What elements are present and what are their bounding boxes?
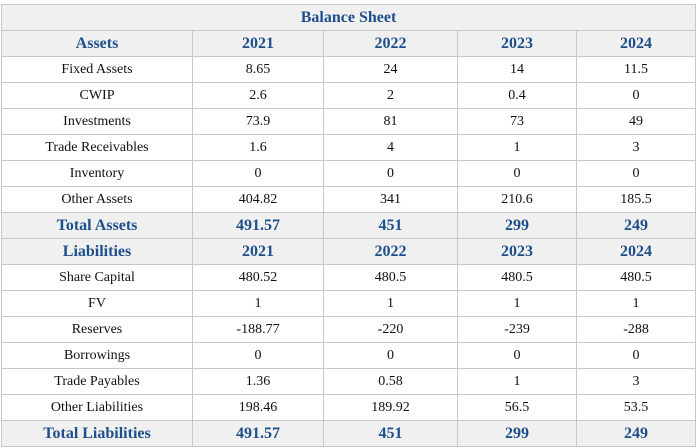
table-cell: 210.6: [457, 186, 577, 213]
table-cell: 0.58: [323, 368, 458, 395]
table-cell: 0: [192, 160, 324, 187]
liabilities-total-row: Total Liabilities 491.57 451 299 249: [1, 420, 696, 447]
table-cell: 0: [575, 160, 696, 187]
row-label: Trade Receivables: [1, 134, 193, 161]
table-cell: 451: [323, 420, 458, 447]
row-label: Other Assets: [1, 186, 193, 213]
table-cell: 49: [575, 108, 696, 135]
assets-row: Trade Receivables 1.6 4 1 3: [1, 134, 696, 161]
table-cell: 404.82: [192, 186, 324, 213]
assets-row: Other Assets 404.82 341 210.6 185.5: [1, 186, 696, 213]
table-cell: 491.57: [192, 420, 324, 447]
table-cell: 2024: [575, 238, 696, 265]
table-cell: 491.57: [192, 212, 324, 239]
table-cell: 2023: [457, 238, 577, 265]
table-cell: 11.5: [575, 56, 696, 83]
table-title-row: Balance Sheet: [0, 4, 696, 31]
row-label: Total Assets: [1, 212, 193, 239]
table-cell: 1: [323, 290, 458, 317]
row-label: FV: [1, 290, 193, 317]
table-cell: 341: [323, 186, 458, 213]
liabilities-row: Trade Payables 1.36 0.58 1 3: [1, 368, 696, 395]
liabilities-row: FV 1 1 1 1: [1, 290, 696, 317]
table-cell: 0: [575, 82, 696, 109]
table-cell: 480.5: [457, 264, 577, 291]
table-cell: 1: [457, 368, 577, 395]
assets-row: Investments 73.9 81 73 49: [1, 108, 696, 135]
table-cell: 2024: [575, 30, 696, 57]
table-cell: 0: [575, 342, 696, 369]
row-label: Fixed Assets: [1, 56, 193, 83]
table-cell: 189.92: [323, 394, 458, 421]
table-cell: 480.52: [192, 264, 324, 291]
table-cell: 480.5: [323, 264, 458, 291]
table-cell: 14: [457, 56, 577, 83]
table-cell: 1.6: [192, 134, 324, 161]
table-cell: 8.65: [192, 56, 324, 83]
table-cell: 3: [575, 368, 696, 395]
table-cell: 2022: [323, 30, 458, 57]
row-label: Trade Payables: [1, 368, 193, 395]
table-cell: 2.6: [192, 82, 324, 109]
table-cell: 3: [575, 134, 696, 161]
table-cell: -188.77: [192, 316, 324, 343]
liabilities-row: Reserves -188.77 -220 -239 -288: [1, 316, 696, 343]
table-title: Balance Sheet: [0, 4, 696, 31]
table-cell: 1: [457, 290, 577, 317]
assets-total-row: Total Assets 491.57 451 299 249: [1, 212, 696, 239]
row-label: Total Liabilities: [1, 420, 193, 447]
table-cell: 1: [192, 290, 324, 317]
table-cell: 299: [457, 212, 577, 239]
table-cell: 1: [457, 134, 577, 161]
table-cell: 2021: [192, 238, 324, 265]
row-label: Liabilities: [1, 238, 193, 265]
row-label: Assets: [1, 30, 193, 57]
table-cell: 1.36: [192, 368, 324, 395]
table-cell: 56.5: [457, 394, 577, 421]
table-cell: 185.5: [575, 186, 696, 213]
table-cell: 81: [323, 108, 458, 135]
table-cell: 451: [323, 212, 458, 239]
liabilities-row: Borrowings 0 0 0 0: [1, 342, 696, 369]
balance-sheet-table: Balance Sheet Assets 2021 2022 2023 2024 Fixe…: [0, 4, 696, 447]
table-cell: 0.4: [457, 82, 577, 109]
table-cell: 53.5: [575, 394, 696, 421]
table-cell: 2021: [192, 30, 324, 57]
table-cell: 2: [323, 82, 458, 109]
table-cell: 2023: [457, 30, 577, 57]
table-cell: 0: [457, 160, 577, 187]
table-cell: 24: [323, 56, 458, 83]
assets-header-row: Assets 2021 2022 2023 2024: [1, 30, 696, 57]
table-cell: 73.9: [192, 108, 324, 135]
table-cell: 0: [457, 342, 577, 369]
assets-row: Fixed Assets 8.65 24 14 11.5: [1, 56, 696, 83]
assets-row: Inventory 0 0 0 0: [1, 160, 696, 187]
row-label: Reserves: [1, 316, 193, 343]
liabilities-row: Share Capital 480.52 480.5 480.5 480.5: [1, 264, 696, 291]
table-cell: 2022: [323, 238, 458, 265]
table-cell: 1: [575, 290, 696, 317]
table-cell: 249: [575, 212, 696, 239]
table-cell: 0: [323, 342, 458, 369]
table-cell: 0: [323, 160, 458, 187]
row-label: Inventory: [1, 160, 193, 187]
table-cell: -288: [575, 316, 696, 343]
table-cell: 249: [575, 420, 696, 447]
table-cell: 480.5: [575, 264, 696, 291]
assets-row: CWIP 2.6 2 0.4 0: [1, 82, 696, 109]
row-label: Other Liabilities: [1, 394, 193, 421]
table-cell: 0: [192, 342, 324, 369]
table-cell: 4: [323, 134, 458, 161]
row-label: Share Capital: [1, 264, 193, 291]
liabilities-row: Other Liabilities 198.46 189.92 56.5 53.5: [1, 394, 696, 421]
row-label: CWIP: [1, 82, 193, 109]
liabilities-header-row: Liabilities 2021 2022 2023 2024: [1, 238, 696, 265]
table-cell: -220: [323, 316, 458, 343]
table-cell: -239: [457, 316, 577, 343]
row-label: Borrowings: [1, 342, 193, 369]
table-cell: 73: [457, 108, 577, 135]
table-cell: 299: [457, 420, 577, 447]
table-cell: 198.46: [192, 394, 324, 421]
row-label: Investments: [1, 108, 193, 135]
